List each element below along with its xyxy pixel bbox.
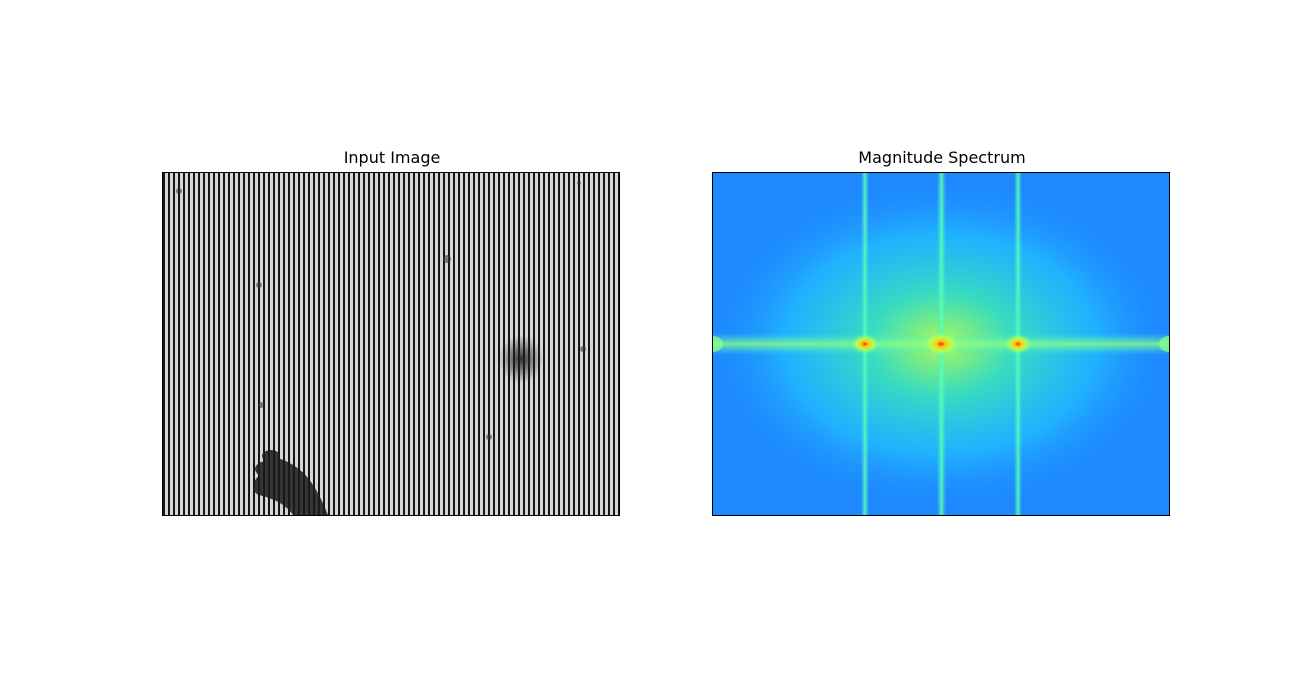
input-image-panel (162, 172, 620, 516)
edge-glow-right (1159, 336, 1169, 352)
magnitude-spectrum-panel (712, 172, 1170, 516)
dark-blob (499, 335, 543, 383)
specks (176, 181, 586, 440)
edge-glow-left (713, 336, 723, 352)
stripe-pattern (163, 173, 619, 515)
input-image-title: Input Image (343, 148, 441, 167)
spectrum-canvas (713, 173, 1169, 515)
peak-right (1004, 334, 1032, 354)
input-image-canvas (163, 173, 619, 515)
peak-center (923, 332, 959, 356)
magnitude-spectrum-title: Magnitude Spectrum (858, 148, 1026, 167)
hand-shape (253, 450, 328, 515)
peak-left (851, 334, 879, 354)
